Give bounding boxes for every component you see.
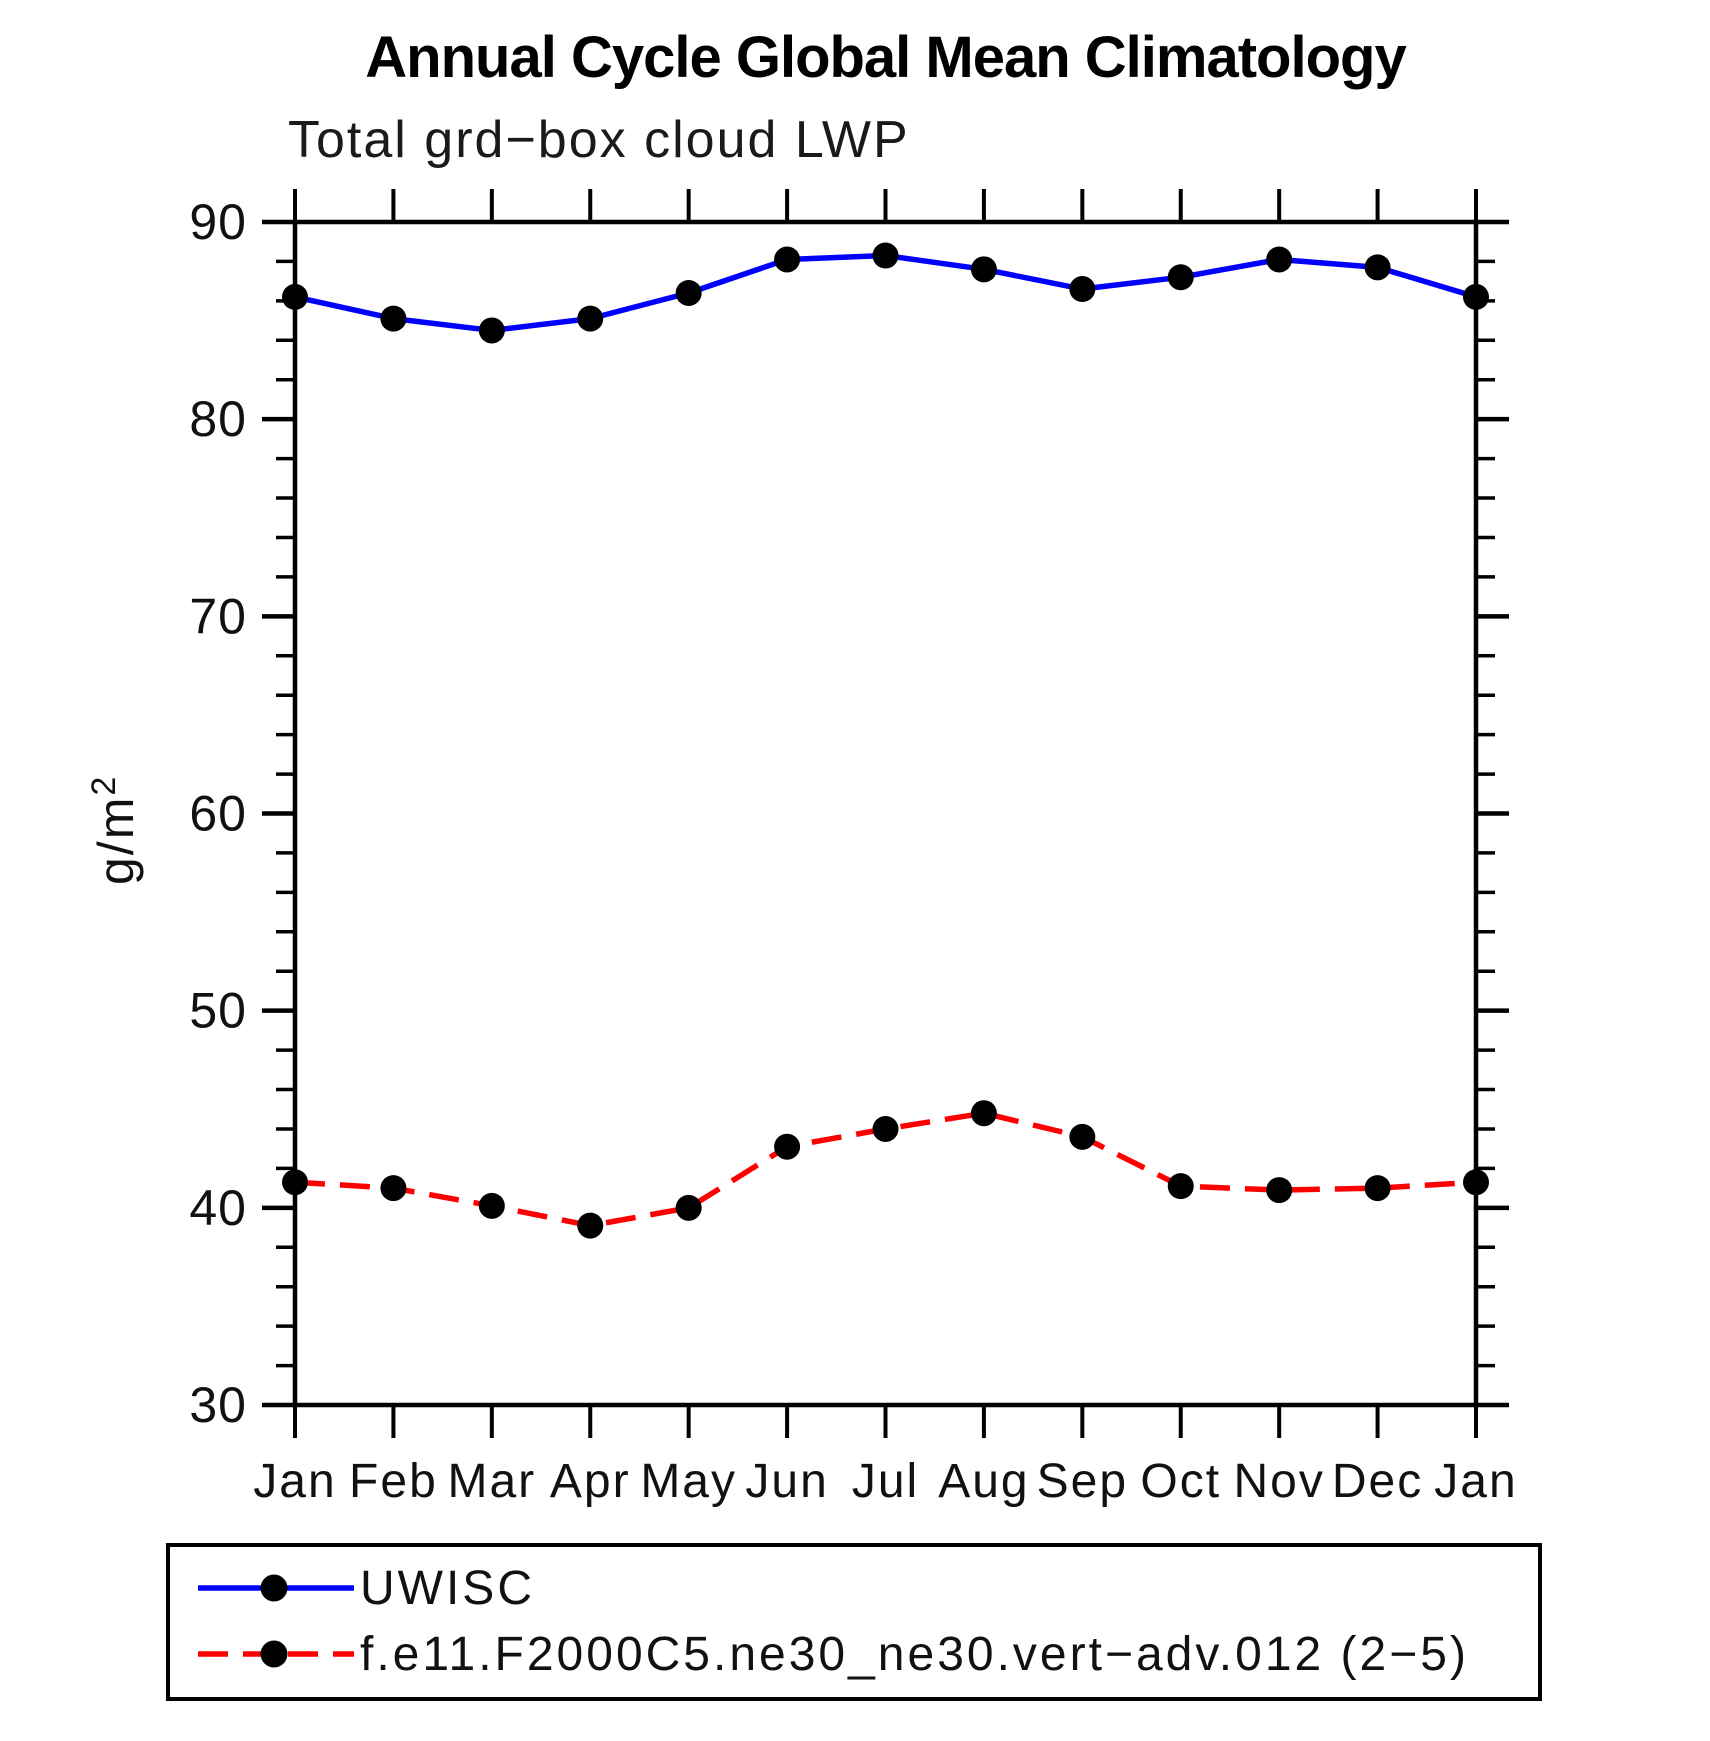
legend-label-uwisc: UWISC bbox=[360, 1561, 535, 1615]
x-axis-tick-label: Feb bbox=[349, 1455, 438, 1508]
legend: UWISC f.e11.F2000C5.ne30_ne30.vert−adv.0… bbox=[166, 1543, 1542, 1701]
x-axis-tick-label: Jan bbox=[1434, 1455, 1517, 1508]
x-axis-tick-label: Nov bbox=[1233, 1455, 1324, 1508]
x-axis-tick-label: Aug bbox=[938, 1455, 1029, 1508]
x-axis-tick-label: Sep bbox=[1037, 1455, 1128, 1508]
y-axis-tick-label: 50 bbox=[189, 983, 247, 1039]
data-point-marker bbox=[1266, 246, 1293, 273]
chart-title: Annual Cycle Global Mean Climatology bbox=[365, 25, 1406, 90]
y-axis-tick-label: 70 bbox=[189, 588, 247, 644]
y-axis-tick-label: 80 bbox=[189, 391, 247, 447]
data-point-marker bbox=[1364, 254, 1391, 281]
x-axis-tick-label: Jan bbox=[253, 1455, 336, 1508]
x-axis-tick-label: Oct bbox=[1140, 1455, 1221, 1508]
data-point-marker bbox=[970, 1100, 997, 1127]
data-point-marker bbox=[774, 246, 801, 273]
chart-subtitle: Total grd−box cloud LWP bbox=[288, 111, 910, 169]
data-point-marker bbox=[675, 1194, 702, 1221]
y-axis-title: g/m2 bbox=[85, 775, 144, 885]
data-point-marker bbox=[1167, 1173, 1194, 1200]
y-axis-tick-label: 40 bbox=[189, 1180, 247, 1236]
legend-sample-uwisc-line bbox=[198, 1574, 354, 1602]
x-axis-tick-label: May bbox=[640, 1455, 737, 1508]
data-point-marker bbox=[577, 1212, 604, 1239]
data-point-marker bbox=[872, 1115, 899, 1142]
data-point-marker bbox=[282, 1169, 308, 1196]
y-axis-tick-label: 30 bbox=[189, 1377, 247, 1433]
legend-sample-model-line bbox=[198, 1640, 354, 1668]
data-point-marker bbox=[1167, 264, 1194, 291]
data-point-marker bbox=[478, 317, 505, 344]
data-point-marker bbox=[675, 279, 702, 306]
legend-item-uwisc: UWISC bbox=[170, 1555, 1538, 1621]
data-point-marker bbox=[577, 305, 604, 332]
x-axis-tick-label: Jul bbox=[852, 1455, 919, 1508]
y-axis-tick-label: 90 bbox=[189, 194, 247, 250]
data-point-marker bbox=[1364, 1175, 1391, 1202]
data-point-marker bbox=[872, 242, 899, 269]
x-axis-tick-label: Mar bbox=[447, 1455, 536, 1508]
legend-label-model: f.e11.F2000C5.ne30_ne30.vert−adv.012 (2−… bbox=[360, 1627, 1469, 1681]
data-point-marker bbox=[1463, 283, 1489, 310]
legend-item-model: f.e11.F2000C5.ne30_ne30.vert−adv.012 (2−… bbox=[170, 1621, 1538, 1687]
y-axis-tick-label: 60 bbox=[189, 786, 247, 842]
x-axis-tick-label: Dec bbox=[1332, 1455, 1423, 1508]
data-point-marker bbox=[380, 305, 407, 332]
data-point-marker bbox=[774, 1133, 801, 1160]
data-point-marker bbox=[1463, 1169, 1489, 1196]
x-axis-tick-label: Jun bbox=[745, 1455, 828, 1508]
data-point-marker bbox=[282, 283, 308, 310]
x-axis-tick-label: Apr bbox=[550, 1455, 631, 1508]
data-point-marker bbox=[380, 1175, 407, 1202]
data-point-marker bbox=[1069, 1123, 1096, 1150]
data-point-marker bbox=[1069, 276, 1096, 303]
data-point-marker bbox=[1266, 1177, 1293, 1204]
data-point-marker bbox=[478, 1192, 505, 1219]
data-point-marker bbox=[970, 256, 997, 283]
